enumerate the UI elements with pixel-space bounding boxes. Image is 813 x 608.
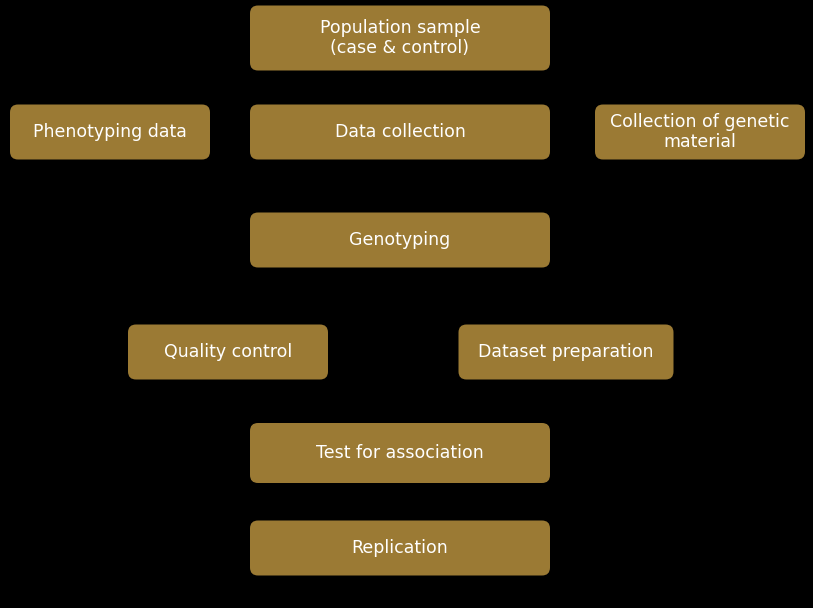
Text: Quality control: Quality control (164, 343, 292, 361)
Text: Dataset preparation: Dataset preparation (478, 343, 654, 361)
Text: Test for association: Test for association (316, 444, 484, 462)
Text: Collection of genetic
material: Collection of genetic material (611, 112, 789, 151)
FancyBboxPatch shape (595, 105, 805, 159)
FancyBboxPatch shape (459, 325, 673, 379)
Text: Data collection: Data collection (335, 123, 465, 141)
FancyBboxPatch shape (250, 213, 550, 268)
FancyBboxPatch shape (128, 325, 328, 379)
FancyBboxPatch shape (250, 520, 550, 576)
Text: Phenotyping data: Phenotyping data (33, 123, 187, 141)
Text: Population sample
(case & control): Population sample (case & control) (320, 19, 480, 57)
Text: Replication: Replication (352, 539, 449, 557)
Text: Genotyping: Genotyping (350, 231, 450, 249)
FancyBboxPatch shape (250, 105, 550, 159)
FancyBboxPatch shape (250, 423, 550, 483)
FancyBboxPatch shape (10, 105, 210, 159)
FancyBboxPatch shape (250, 5, 550, 71)
